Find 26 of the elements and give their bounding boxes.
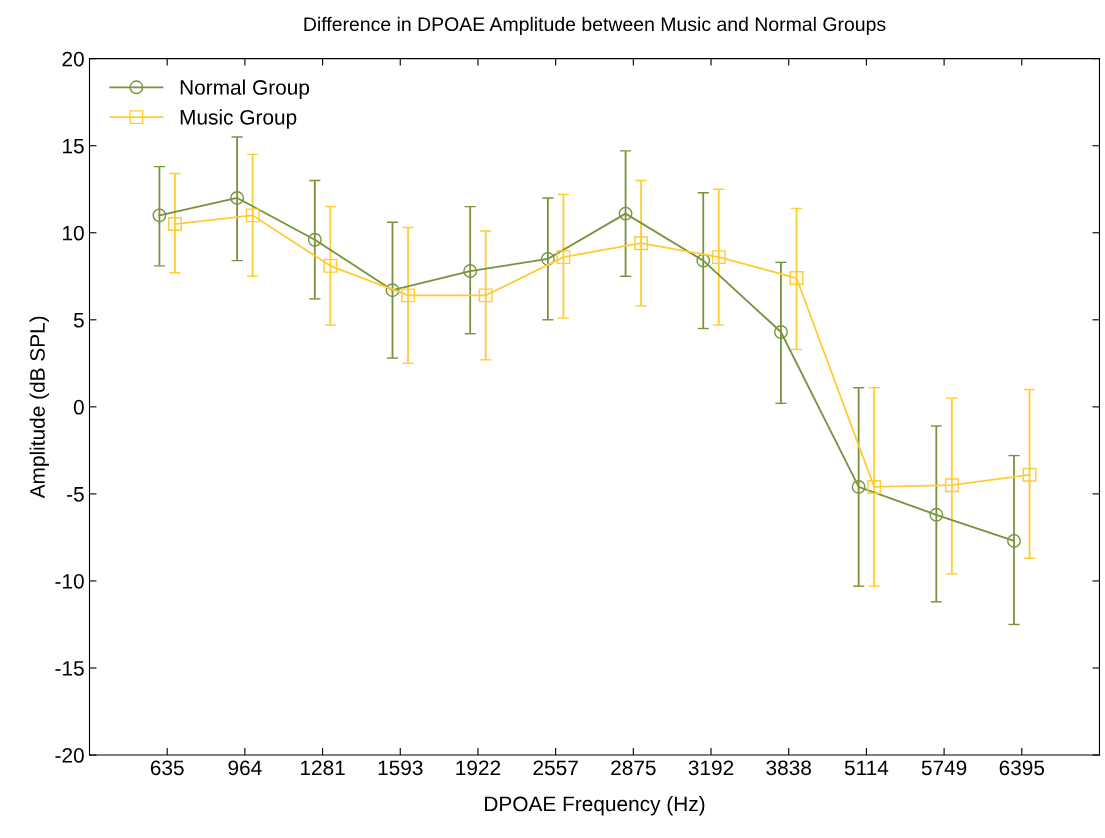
x-tick-label: 5749: [921, 760, 967, 776]
x-tick-label: 2557: [533, 760, 578, 776]
chart-title: Difference in DPOAE Amplitude between Music and Normal Groups: [304, 16, 886, 35]
y-tick-label: 10: [63, 225, 84, 241]
x-tick-label: 3192: [688, 760, 734, 776]
legend-label: Music Group: [180, 109, 297, 129]
y-tick-label: 15: [63, 138, 84, 154]
x-tick-label: 635: [150, 760, 184, 776]
x-tick-label: 1281: [300, 760, 345, 776]
x-tick-label: 6395: [999, 760, 1045, 776]
x-tick-label: 2875: [611, 760, 656, 776]
y-tick-label: -10: [55, 573, 84, 589]
x-tick-label: 1593: [378, 760, 423, 776]
x-axis-title: DPOAE Frequency (Hz): [485, 795, 705, 816]
y-tick-label: -15: [55, 661, 84, 676]
y-tick-label: 5: [73, 313, 84, 328]
x-tick-label: 1922: [456, 760, 501, 776]
y-tick-label: -20: [55, 748, 84, 763]
x-tick-label: 5114: [844, 760, 889, 776]
y-tick-label: 0: [73, 399, 84, 415]
y-tick-label: -5: [67, 487, 84, 502]
y-axis-title: Amplitude (dB SPL): [29, 316, 49, 499]
x-tick-label: 3838: [766, 760, 811, 776]
y-tick-label: 20: [62, 51, 84, 67]
x-tick-label: 964: [228, 760, 262, 776]
legend-label: Normal Group: [180, 79, 310, 99]
